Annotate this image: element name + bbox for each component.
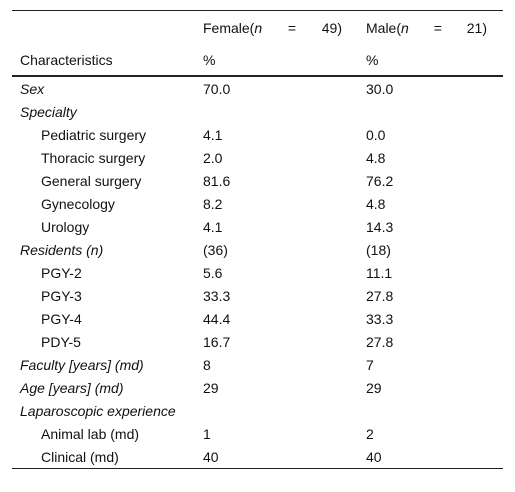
female-value: 40 [195, 445, 358, 469]
male-value: 0.0 [366, 126, 386, 143]
table-row: Faculty [years] (md) 8 7 [12, 353, 503, 376]
female-value: 8 [203, 356, 211, 373]
table-row: Pediatric surgery 4.1 0.0 [12, 123, 503, 146]
row-label: Thoracic surgery [41, 149, 146, 166]
characteristics-table: Female(n = 49) Male(n = 21) Characterist… [12, 10, 503, 469]
female-value: 8.2 [203, 195, 223, 212]
male-value: 14.3 [366, 218, 394, 235]
female-value: (36) [203, 241, 228, 258]
female-value: 44.4 [203, 310, 231, 327]
table-row: Gynecology 8.2 4.8 [12, 192, 503, 215]
header-characteristics: Characteristics [12, 44, 195, 77]
male-value [358, 399, 503, 422]
header-male: Male(n = 21) [366, 19, 487, 36]
header-female-unit: % [195, 44, 358, 77]
male-value: 4.8 [366, 195, 386, 212]
female-value: 1 [203, 425, 211, 442]
table-header: Female(n = 49) Male(n = 21) Characterist… [12, 10, 503, 77]
female-value: 81.6 [203, 172, 231, 189]
female-value: 33.3 [203, 287, 231, 304]
table-row: Clinical (md) 40 40 [12, 445, 503, 469]
row-label: PGY-2 [41, 264, 82, 281]
table-body: Sex 70.0 30.0 Specialty Pediatric surger… [12, 76, 503, 469]
female-value [195, 100, 358, 123]
row-label: Gynecology [41, 195, 115, 212]
table-row: Thoracic surgery 2.0 4.8 [12, 146, 503, 169]
row-label: Animal lab (md) [41, 425, 140, 442]
male-value: 27.8 [366, 287, 394, 304]
male-value: 7 [366, 356, 374, 373]
header-empty [12, 11, 195, 44]
row-label: General surgery [41, 172, 142, 189]
header-male-unit: % [358, 44, 503, 77]
male-value: 4.8 [366, 149, 386, 166]
table-row: PGY-3 33.3 27.8 [12, 284, 503, 307]
table-row: General surgery 81.6 76.2 [12, 169, 503, 192]
table-row: Specialty [12, 100, 503, 123]
male-value [358, 100, 503, 123]
female-value: 4.1 [203, 218, 223, 235]
row-label: PDY-5 [41, 333, 81, 350]
table-row: Residents (n) (36) (18) [12, 238, 503, 261]
female-value [195, 399, 358, 422]
row-label: Age [years] (md) [20, 379, 124, 396]
table-row: Sex 70.0 30.0 [12, 76, 503, 100]
male-value: 33.3 [366, 310, 394, 327]
table-row: Laparoscopic experience [12, 399, 503, 422]
male-value: (18) [366, 241, 391, 258]
female-value: 5.6 [203, 264, 223, 281]
male-value: 29 [366, 379, 382, 396]
female-value: 2.0 [203, 149, 223, 166]
table-row: Urology 4.1 14.3 [12, 215, 503, 238]
male-value: 2 [366, 425, 374, 442]
row-label: PGY-4 [41, 310, 82, 327]
female-value: 29 [203, 379, 219, 396]
row-label: Residents (n) [20, 241, 104, 258]
row-label: Laparoscopic experience [20, 402, 176, 419]
male-value: 40 [358, 445, 503, 469]
row-label: Clinical (md) [12, 445, 195, 469]
table-row: PGY-4 44.4 33.3 [12, 307, 503, 330]
male-value: 11.1 [366, 264, 393, 281]
table-row: PDY-5 16.7 27.8 [12, 330, 503, 353]
row-label: Specialty [20, 103, 77, 120]
table-row: Animal lab (md) 1 2 [12, 422, 503, 445]
row-label: Urology [41, 218, 90, 235]
male-value: 30.0 [366, 80, 394, 97]
female-value: 16.7 [203, 333, 231, 350]
female-value: 70.0 [203, 80, 231, 97]
table-row: Age [years] (md) 29 29 [12, 376, 503, 399]
row-label: Pediatric surgery [41, 126, 147, 143]
row-label: PGY-3 [41, 287, 82, 304]
header-female: Female(n = 49) [203, 19, 342, 36]
table-row: PGY-2 5.6 11.1 [12, 261, 503, 284]
row-label: Faculty [years] (md) [20, 356, 144, 373]
row-label: Sex [20, 80, 45, 97]
data-table: Female(n = 49) Male(n = 21) Characterist… [12, 10, 503, 469]
male-value: 76.2 [366, 172, 394, 189]
male-value: 27.8 [366, 333, 394, 350]
female-value: 4.1 [203, 126, 223, 143]
